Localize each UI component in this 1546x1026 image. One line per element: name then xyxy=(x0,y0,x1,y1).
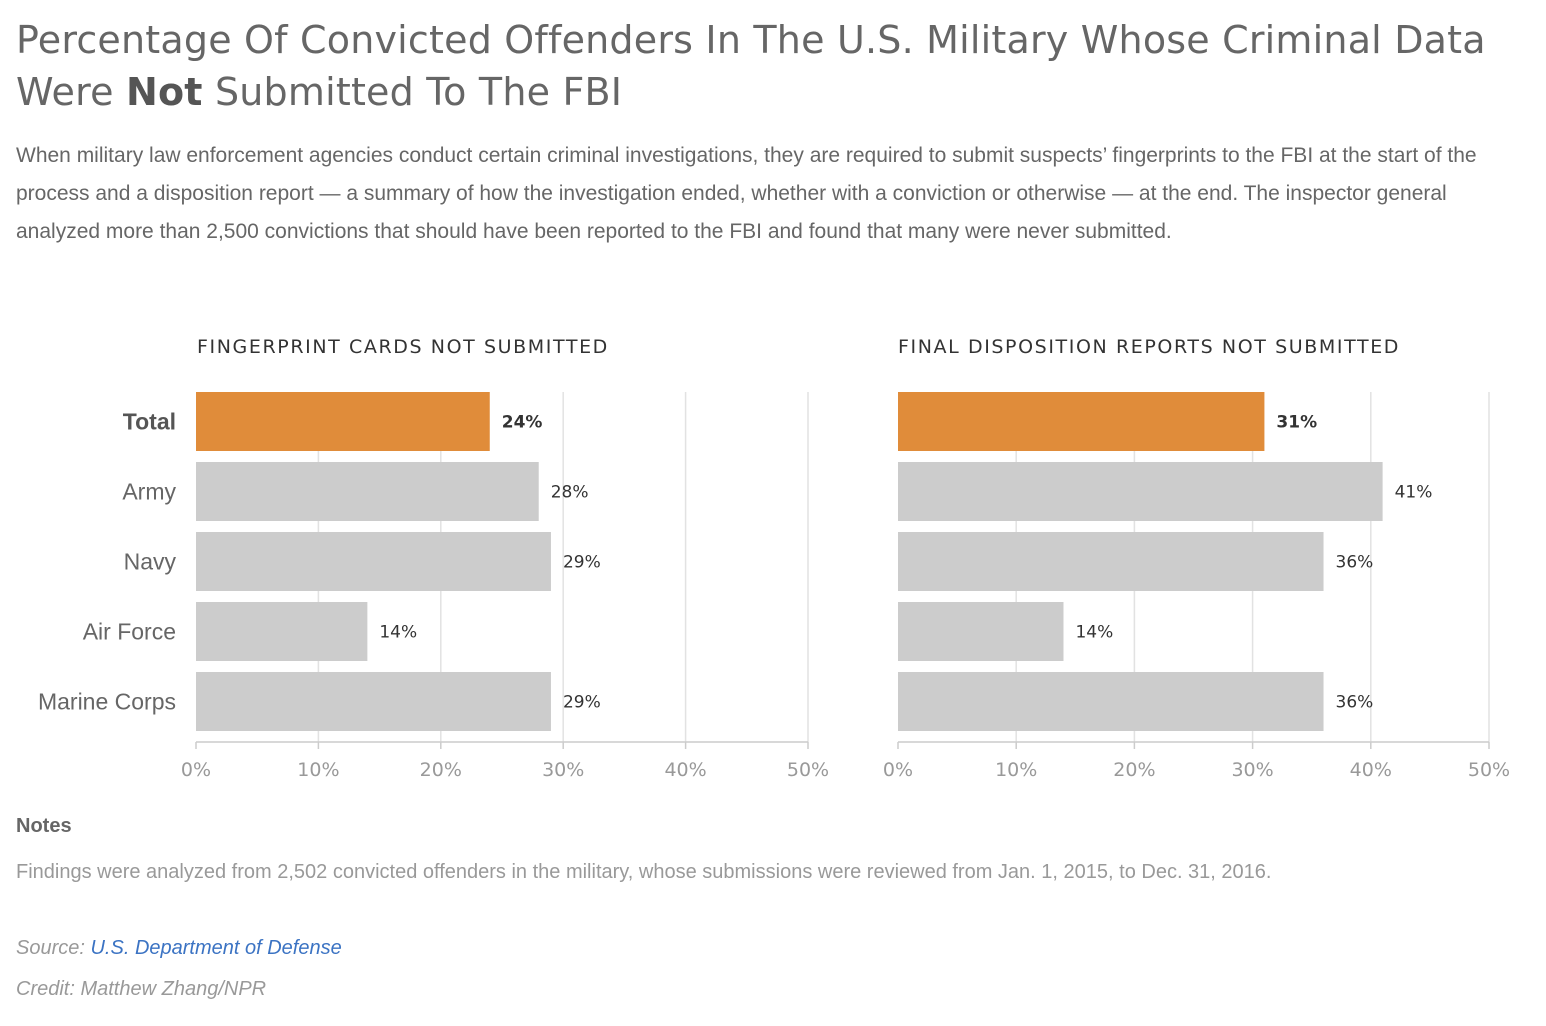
disposition-bar-2 xyxy=(898,532,1324,591)
title-emphasis: Not xyxy=(125,70,203,114)
disposition-value-label-0: 31% xyxy=(1276,413,1317,433)
fingerprint-bar-0 xyxy=(196,392,490,451)
disposition-tick-label-2: 20% xyxy=(1113,759,1155,781)
source-line: Source: U.S. Department of Defense xyxy=(16,937,342,960)
fingerprint-value-label-2: 29% xyxy=(563,553,601,573)
title-part-1: Percentage Of Convicted Offenders In The… xyxy=(16,18,1486,114)
notes-heading: Notes xyxy=(16,815,72,837)
fingerprint-category-label-2: Navy xyxy=(124,549,177,575)
source-link[interactable]: U.S. Department of Defense xyxy=(90,937,342,959)
fingerprint-value-label-1: 28% xyxy=(551,483,589,503)
fingerprint-tick-label-1: 10% xyxy=(297,759,339,781)
disposition-tick-label-0: 0% xyxy=(883,759,913,781)
disposition-bar-0 xyxy=(898,392,1265,451)
disposition-tick-label-1: 10% xyxy=(995,759,1037,781)
fingerprint-tick-label-4: 40% xyxy=(664,759,706,781)
fingerprint-category-label-1: Army xyxy=(122,479,176,505)
fingerprint-value-label-3: 14% xyxy=(379,623,417,643)
fingerprint-bar-2 xyxy=(196,532,551,591)
fingerprint-bar-1 xyxy=(196,462,539,521)
fingerprint-tick-label-2: 20% xyxy=(420,759,462,781)
fingerprint-bar-4 xyxy=(196,672,551,731)
disposition-bar-4 xyxy=(898,672,1324,731)
fingerprint-value-label-4: 29% xyxy=(563,693,601,713)
fingerprint-category-label-4: Marine Corps xyxy=(38,689,176,715)
chart-title: Percentage Of Convicted Offenders In The… xyxy=(16,14,1536,118)
fingerprint-tick-label-0: 0% xyxy=(181,759,211,781)
fingerprint-bar-3 xyxy=(196,602,368,661)
disposition-value-label-1: 41% xyxy=(1395,483,1433,503)
right-panel-title: FINAL DISPOSITION REPORTS NOT SUBMITTED xyxy=(898,336,1401,358)
disposition-value-label-3: 14% xyxy=(1075,623,1113,643)
fingerprint-tick-label-3: 30% xyxy=(542,759,584,781)
disposition-tick-label-5: 50% xyxy=(1468,759,1510,781)
disposition-tick-label-3: 30% xyxy=(1231,759,1273,781)
disposition-value-label-4: 36% xyxy=(1336,693,1374,713)
disposition-tick-label-4: 40% xyxy=(1350,759,1392,781)
disposition-bar-3 xyxy=(898,602,1064,661)
disposition-bar-1 xyxy=(898,462,1383,521)
fingerprint-value-label-0: 24% xyxy=(502,413,543,433)
intro-text: When military law enforcement agencies c… xyxy=(16,144,1477,243)
fingerprint-category-label-3: Air Force xyxy=(83,619,176,645)
left-panel-title: FINGERPRINT CARDS NOT SUBMITTED xyxy=(197,336,609,358)
notes-text: Findings were analyzed from 2,502 convic… xyxy=(16,861,1272,883)
credit-line: Credit: Matthew Zhang/NPR xyxy=(16,978,267,1000)
fingerprint-tick-label-5: 50% xyxy=(787,759,829,781)
disposition-value-label-2: 36% xyxy=(1336,553,1374,573)
fingerprint-category-label-0: Total xyxy=(123,409,176,435)
source-label: Source: xyxy=(16,937,91,959)
bar-charts: 24% Total 28% Army 29% Navy 14% Air Force 29% Mar… xyxy=(38,392,1510,781)
title-part-2: Submitted To The FBI xyxy=(202,70,623,114)
